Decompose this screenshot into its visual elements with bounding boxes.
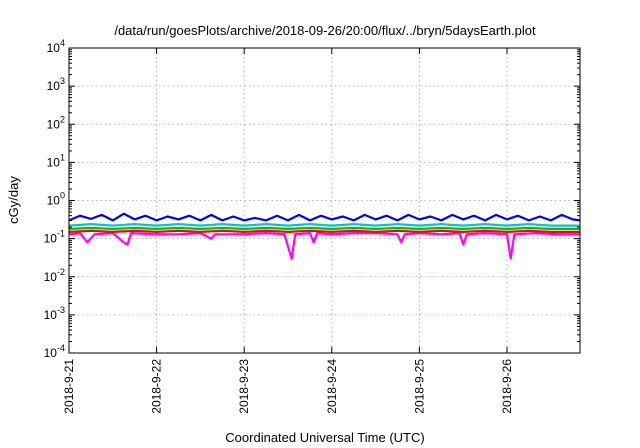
y-tick-label: 101 — [47, 152, 65, 169]
series-layer — [68, 212, 581, 260]
y-tick-label: 103 — [47, 76, 65, 93]
axis-ticks: 10-4 10-3 10-2 10-1 100 101 102 103 104 2018-9-21… — [44, 38, 580, 414]
y-tick-label: 100 — [47, 191, 65, 208]
y-tick-label: 104 — [47, 38, 65, 55]
y-tick-label: 10-4 — [44, 343, 65, 360]
x-tick-label: 2018-9-22 — [150, 359, 164, 414]
series-line-1 — [68, 229, 580, 233]
x-tick-label: 2018-9-24 — [325, 359, 339, 414]
x-tick-label: 2018-9-21 — [62, 359, 76, 414]
y-axis-title: cGy/day — [6, 176, 21, 224]
x-tick-label: 2018-9-26 — [500, 359, 514, 414]
y-tick-label: 10-3 — [44, 305, 65, 322]
y-tick-label: 102 — [47, 114, 65, 131]
gridlines — [69, 48, 580, 353]
y-tick-label: 10-1 — [44, 229, 65, 246]
x-tick-label: 2018-9-23 — [237, 359, 251, 414]
x-axis-title: Coordinated Universal Time (UTC) — [225, 430, 424, 445]
series-line-4 — [68, 212, 581, 222]
chart-title: /data/run/goesPlots/archive/2018-09-26/2… — [114, 23, 536, 38]
x-tick-label: 2018-9-25 — [412, 359, 426, 414]
series-line-3 — [68, 223, 580, 227]
y-tick-label: 10-2 — [44, 267, 65, 284]
series-line-2 — [68, 226, 580, 230]
series-line-0 — [68, 232, 580, 260]
